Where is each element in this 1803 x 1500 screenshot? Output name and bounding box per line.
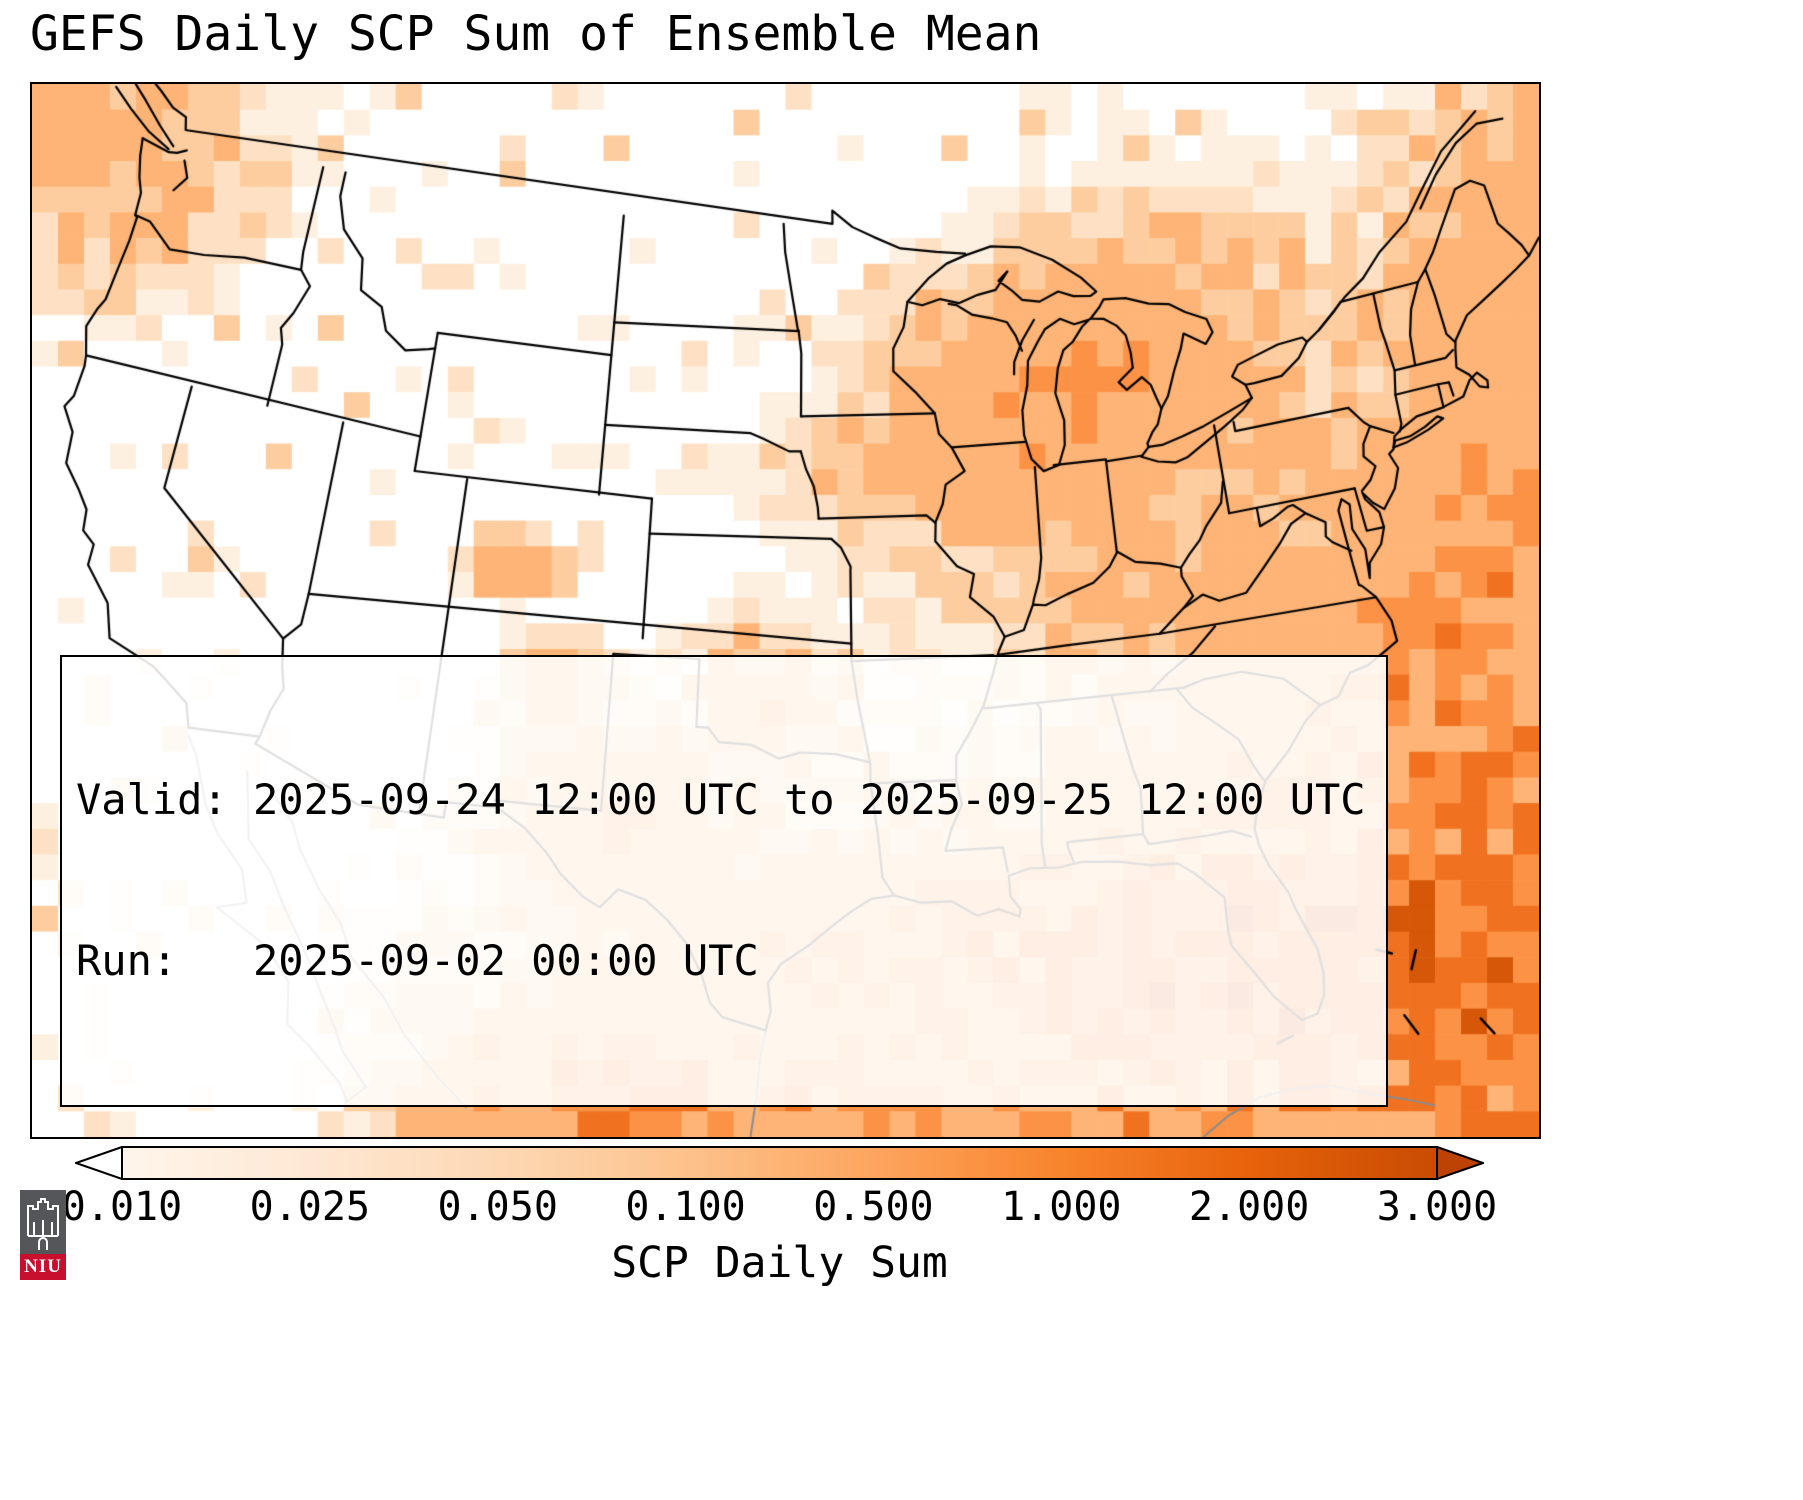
colorbar-tick: 0.025 <box>249 1184 371 1230</box>
niu-logo: NIU <box>20 1190 66 1280</box>
colorbar-gradient <box>72 1145 1487 1181</box>
colorbar-tick: 0.100 <box>625 1184 746 1230</box>
colorbar-tick: 0.500 <box>813 1184 934 1230</box>
colorbar-tick: 0.010 <box>61 1184 183 1230</box>
valid-range-text: Valid: 2025-09-24 12:00 UTC to 2025-09-2… <box>76 774 1366 824</box>
colorbar-tick: 3.000 <box>1376 1184 1498 1230</box>
colorbar-tick: 2.000 <box>1188 1184 1310 1230</box>
niu-castle-icon <box>20 1190 66 1254</box>
run-time-text: Run: 2025-09-02 00:00 UTC <box>76 935 759 985</box>
colorbar <box>72 1145 1487 1181</box>
niu-logo-text: NIU <box>20 1254 66 1280</box>
colorbar-tick: 0.050 <box>437 1184 558 1230</box>
map-panel: Valid: 2025-09-24 12:00 UTC to 2025-09-2… <box>30 82 1541 1139</box>
figure-title: GEFS Daily SCP Sum of Ensemble Mean <box>30 6 1042 62</box>
colorbar-tick-labels: 0.010 0.025 0.050 0.100 0.500 1.000 2.00… <box>62 1184 1497 1232</box>
colorbar-tick: 1.000 <box>1001 1184 1122 1230</box>
validity-info-box: Valid: 2025-09-24 12:00 UTC to 2025-09-2… <box>60 655 1388 1107</box>
colorbar-label: SCP Daily Sum <box>611 1238 948 1288</box>
